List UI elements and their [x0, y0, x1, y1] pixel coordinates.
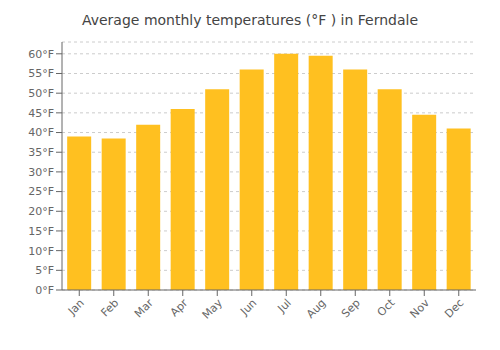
svg-text:40°F: 40°F: [28, 126, 54, 139]
svg-text:60°F: 60°F: [28, 48, 54, 61]
svg-text:55°F: 55°F: [28, 67, 54, 80]
html-text:Average monthly temperatures (: Average monthly temperatures (°F ) in Fe…: [82, 12, 418, 28]
svg-text:45°F: 45°F: [28, 107, 54, 120]
svg-text:0°F: 0°F: [35, 284, 54, 297]
svg-text:20°F: 20°F: [28, 205, 54, 218]
svg-text:35°F: 35°F: [28, 146, 54, 159]
svg-text:10°F: 10°F: [28, 245, 54, 258]
svg-text:5°F: 5°F: [35, 264, 54, 277]
svg-text:May: May: [200, 296, 226, 322]
svg-text:Oct: Oct: [375, 296, 398, 319]
svg-text:Sep: Sep: [339, 296, 363, 320]
svg-text:Jan: Jan: [65, 296, 87, 318]
svg-text:Nov: Nov: [408, 296, 433, 321]
svg-text:50°F: 50°F: [28, 87, 54, 100]
svg-text:Feb: Feb: [98, 296, 121, 319]
svg-text:25°F: 25°F: [28, 185, 54, 198]
svg-text:30°F: 30°F: [28, 166, 54, 179]
svg-text:Aug: Aug: [304, 296, 328, 320]
svg-text:Dec: Dec: [442, 296, 466, 320]
svg-text:Apr: Apr: [168, 296, 191, 319]
svg-text:Mar: Mar: [132, 296, 156, 320]
svg-text:Jun: Jun: [237, 296, 259, 318]
svg-text:Jul: Jul: [275, 296, 294, 315]
svg-text:15°F: 15°F: [28, 225, 54, 238]
